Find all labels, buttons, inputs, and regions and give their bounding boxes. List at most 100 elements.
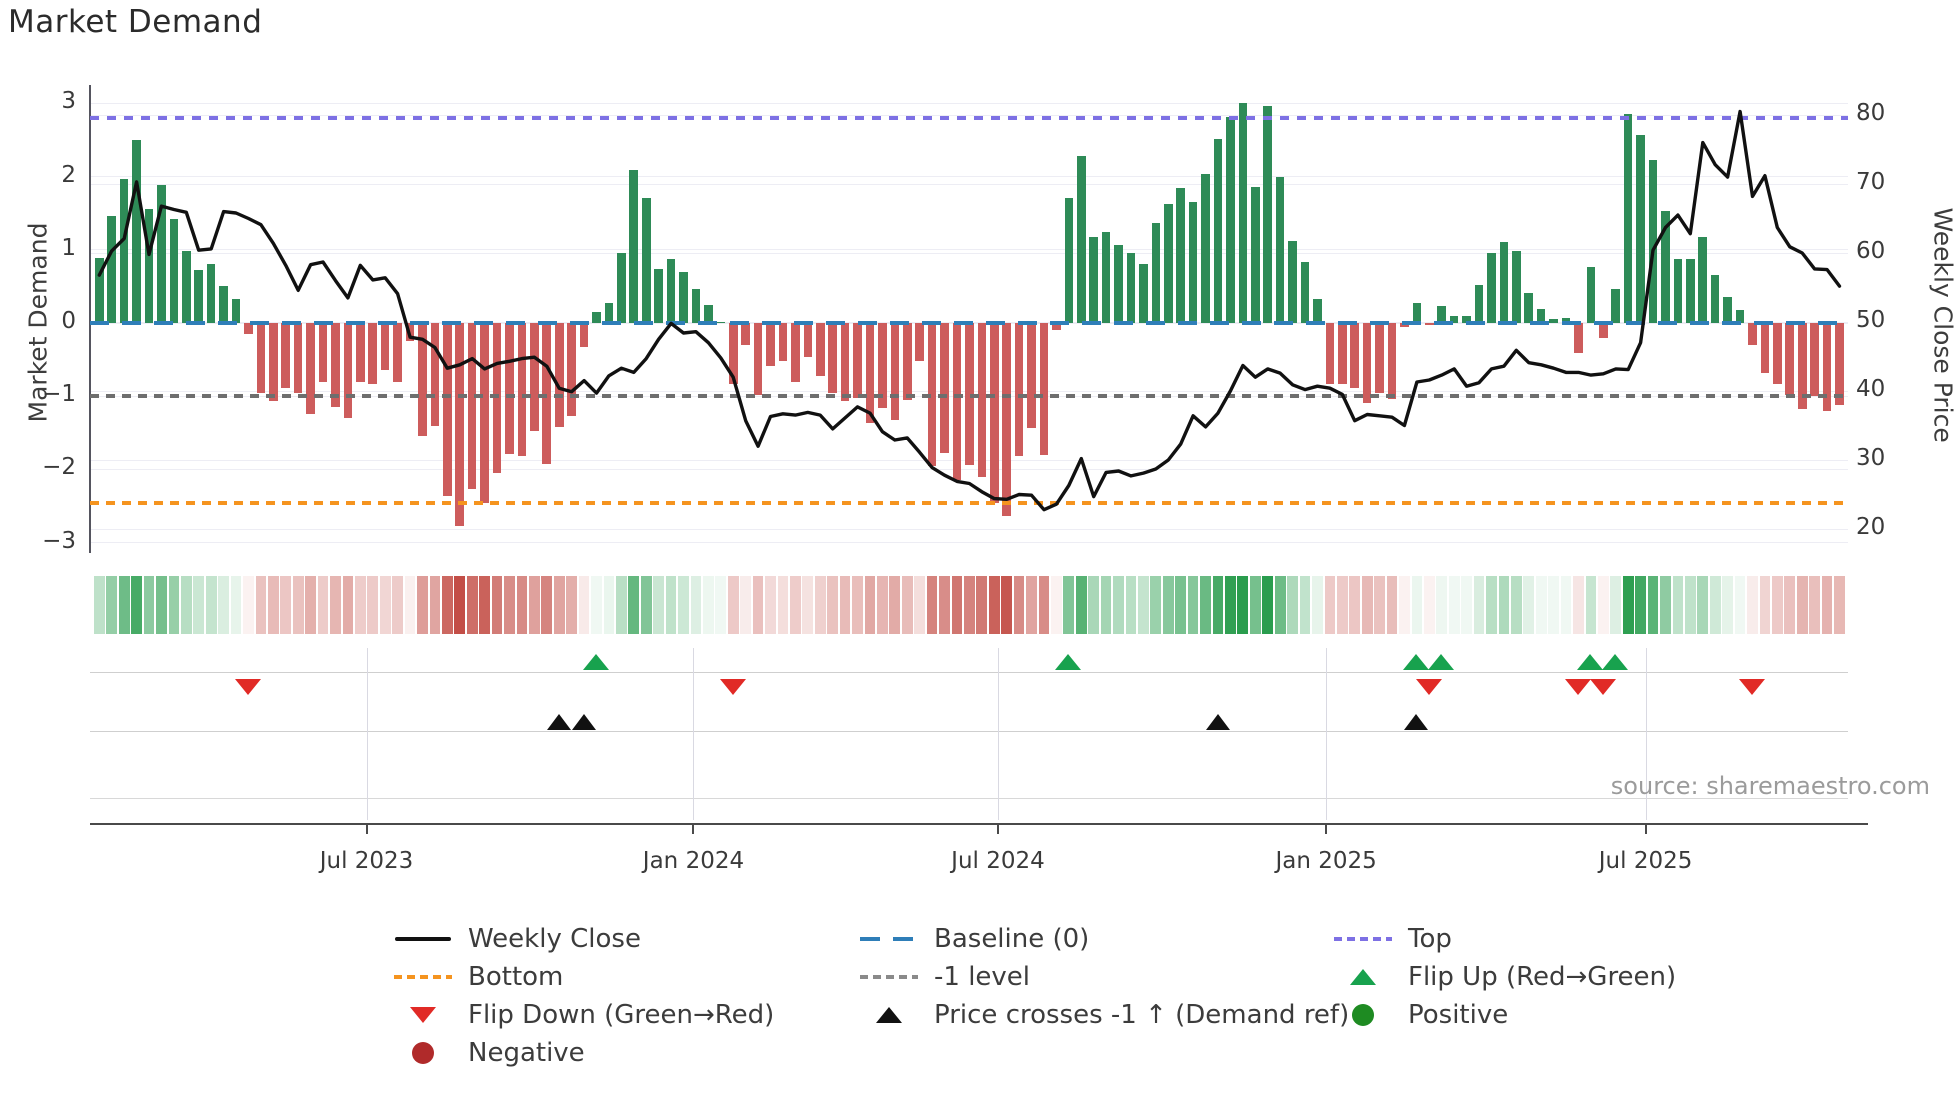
demand-bar-positive: [1636, 134, 1645, 323]
heatmap-cell: [1560, 576, 1572, 634]
demand-bar-positive: [1661, 211, 1670, 323]
demand-bar-negative: [778, 323, 788, 362]
flip-down-marker: [1589, 679, 1616, 695]
long-dashes-icon: [858, 936, 920, 942]
date-gridline: [693, 648, 695, 820]
demand-bar-positive: [1474, 284, 1484, 323]
heatmap-cell: [1125, 576, 1137, 634]
heatmap-cell: [976, 576, 988, 634]
demand-bar-positive: [157, 185, 166, 323]
demand-bar-positive: [1226, 117, 1235, 323]
legend-label: Top: [1408, 924, 1452, 954]
heatmap-cell: [926, 576, 938, 634]
heatmap-cell: [1051, 576, 1062, 634]
x-axis-tick-label: Jul 2025: [1598, 848, 1693, 874]
heatmap-cell: [1461, 576, 1472, 634]
flip-up-marker: [1403, 654, 1430, 670]
demand-bar-negative: [306, 323, 315, 414]
heatmap-cell: [1535, 576, 1547, 634]
y-axis-tick-left: 3: [61, 88, 76, 115]
dashes-icon: [1332, 937, 1394, 941]
legend-column: Weekly Close Bottom Flip Down (Green→Red) N…: [392, 920, 774, 1072]
heatmap-cell: [715, 576, 727, 634]
demand-bar-positive: [1524, 292, 1534, 323]
demand-bar-positive: [1698, 236, 1708, 323]
heatmap-cell: [417, 576, 428, 634]
demand-bar-negative: [728, 323, 738, 385]
demand-bar-negative: [418, 323, 427, 436]
demand-bar-positive: [1499, 242, 1509, 323]
gridline: [90, 183, 1848, 185]
heatmap-cell: [1113, 576, 1124, 634]
demand-bar-negative: [554, 323, 564, 427]
heatmap-cell: [1386, 576, 1398, 634]
demand-bar-positive: [1176, 188, 1185, 323]
date-gridline: [1645, 648, 1647, 820]
heatmap-cell: [1573, 576, 1584, 634]
gridline: [90, 252, 1848, 254]
demand-bar-positive: [231, 298, 241, 323]
gridline: [90, 528, 1848, 530]
heatmap-cell: [591, 576, 602, 634]
heatmap-cell: [951, 576, 963, 634]
demand-bar-positive: [1201, 174, 1210, 323]
heatmap-cell: [914, 576, 926, 634]
demand-bar-negative: [256, 323, 266, 394]
heatmap-cell: [330, 576, 341, 634]
tri-up-icon: [1332, 969, 1394, 985]
demand-bar-positive: [1163, 203, 1173, 323]
tri-up-icon: [858, 1007, 920, 1023]
demand-bar-positive: [1487, 252, 1496, 323]
heatmap-cell: [379, 576, 391, 634]
heatmap-cell: [1834, 576, 1845, 634]
demand-bar-negative: [343, 323, 353, 419]
demand-bar-negative: [368, 323, 378, 384]
heatmap-cell: [305, 576, 316, 634]
heatmap-cell: [1162, 576, 1174, 634]
heatmap-cell: [180, 576, 192, 634]
flip-down-marker: [234, 679, 261, 695]
heatmap-cell: [106, 576, 118, 634]
heatmap-cell: [566, 576, 577, 634]
heatmap-cell: [218, 576, 229, 634]
heatmap-cell: [802, 576, 814, 634]
heatmap-cell: [404, 576, 416, 634]
dashes-icon: [858, 975, 920, 979]
demand-bar-positive: [1101, 232, 1111, 323]
demand-bar-positive: [1723, 296, 1732, 323]
heatmap-cell: [1585, 576, 1597, 634]
y-axis-tick-right: 20: [1856, 514, 1886, 540]
demand-bar-negative: [989, 323, 999, 504]
heatmap-cell: [441, 576, 453, 634]
flip-up-marker: [1055, 654, 1082, 670]
source-panel-gridline: [90, 798, 1848, 799]
heatmap-cell: [1138, 576, 1149, 634]
heatmap-cell: [255, 576, 267, 634]
demand-bar-negative: [840, 323, 850, 401]
demand-bar-positive: [1139, 263, 1148, 323]
heatmap-cell: [156, 576, 167, 634]
demand-bar-positive: [1263, 105, 1272, 323]
heatmap-cell: [1088, 576, 1100, 634]
x-axis-tick: [365, 825, 368, 834]
heatmap-cell: [1225, 576, 1236, 634]
source-note: source: sharemaestro.com: [1610, 772, 1930, 800]
heatmap-cell: [1212, 576, 1224, 634]
demand-bar-negative: [940, 323, 949, 454]
demand-bar-positive: [1238, 102, 1248, 323]
heatmap-cell: [1436, 576, 1448, 634]
circle-icon: [392, 1042, 454, 1064]
heatmap-cell: [1287, 576, 1298, 634]
demand-bar-positive: [641, 197, 651, 323]
heatmap-cell: [131, 576, 142, 634]
top-reference-line: [90, 116, 1848, 121]
demand-bar-negative: [443, 323, 452, 497]
y-axis-tick-left: −1: [42, 381, 76, 408]
demand-bar-positive: [95, 257, 104, 323]
baseline-zero-line: [90, 320, 1848, 326]
heatmap-cell: [964, 576, 975, 634]
flip-down-marker: [1415, 679, 1442, 695]
demand-bar-negative: [1835, 323, 1844, 405]
demand-bar-negative: [1039, 323, 1049, 455]
